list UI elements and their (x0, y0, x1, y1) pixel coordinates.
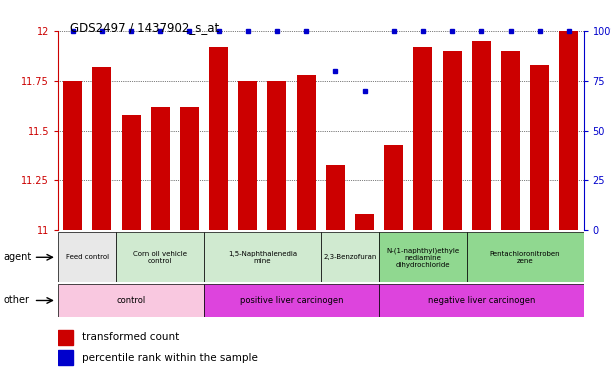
Bar (268, 81, 287, 230)
Bar (209, 47, 228, 230)
Text: percentile rank within the sample: percentile rank within the sample (82, 353, 258, 363)
Bar (180, 107, 199, 230)
Bar (326, 164, 345, 230)
Bar (204, 284, 379, 317)
Bar (63, 81, 82, 230)
Text: 1,5-Naphthalenedia
mine: 1,5-Naphthalenedia mine (228, 251, 297, 264)
Bar (151, 107, 170, 230)
Text: 2,3-Benzofuran: 2,3-Benzofuran (323, 254, 376, 260)
Bar (501, 51, 520, 230)
Bar (414, 47, 433, 230)
Bar (379, 232, 467, 282)
Bar (117, 232, 204, 282)
Text: transformed count: transformed count (82, 332, 179, 342)
Bar (530, 65, 549, 230)
Bar (58, 350, 73, 365)
Text: Corn oil vehicle
control: Corn oil vehicle control (133, 251, 187, 264)
Bar (379, 284, 584, 317)
Bar (122, 114, 141, 230)
Bar (384, 144, 403, 230)
Bar (58, 284, 204, 317)
Bar (467, 232, 584, 282)
Text: positive liver carcinogen: positive liver carcinogen (240, 296, 343, 305)
Text: Pentachloronitroben
zene: Pentachloronitroben zene (490, 251, 560, 264)
Text: Feed control: Feed control (65, 254, 109, 260)
Bar (472, 41, 491, 230)
Bar (442, 51, 462, 230)
Bar (238, 81, 257, 230)
Bar (58, 232, 117, 282)
Text: control: control (117, 296, 145, 305)
Bar (297, 74, 316, 230)
Bar (92, 67, 111, 230)
Text: N-(1-naphthyl)ethyle
nediamine
dihydrochloride: N-(1-naphthyl)ethyle nediamine dihydroch… (386, 247, 459, 268)
Bar (204, 232, 321, 282)
Bar (355, 214, 374, 230)
Text: agent: agent (3, 252, 31, 262)
Text: GDS2497 / 1437902_s_at: GDS2497 / 1437902_s_at (70, 21, 219, 34)
Bar (58, 330, 73, 345)
Bar (560, 31, 579, 230)
Text: other: other (3, 295, 29, 306)
Bar (321, 232, 379, 282)
Text: negative liver carcinogen: negative liver carcinogen (428, 296, 535, 305)
